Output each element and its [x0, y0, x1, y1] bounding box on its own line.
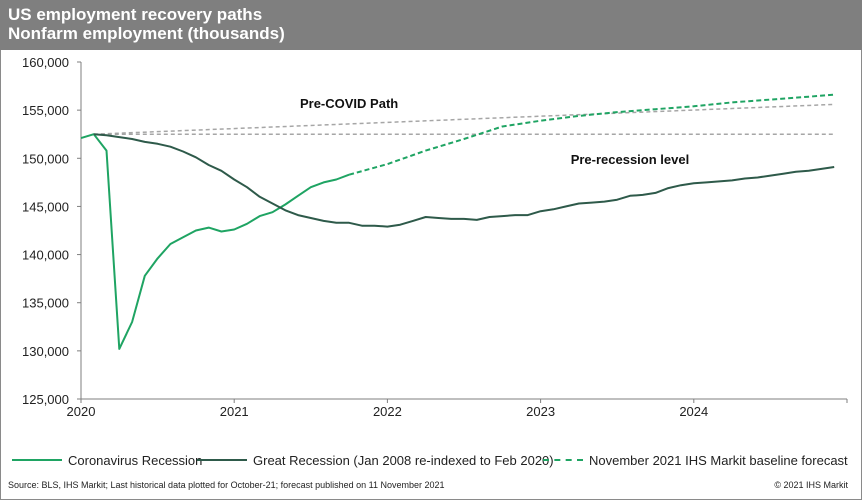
legend-item-great-recession: Great Recession (Jan 2008 re-indexed to … [197, 448, 554, 472]
coronavirus-recession-line [80, 133, 350, 350]
annotation-label: Pre-COVID Path [300, 96, 398, 111]
y-tick-label: 145,000 [22, 199, 69, 214]
title-line-2: Nonfarm employment (thousands) [8, 24, 285, 43]
y-tick-label: 160,000 [22, 55, 69, 70]
y-tick-label: 155,000 [22, 103, 69, 118]
legend-swatch-solid-dark [197, 459, 247, 461]
legend-item-coronavirus: Coronavirus Recession [12, 448, 202, 472]
pre-covid-path-line [93, 103, 835, 135]
x-tick-label: 2020 [67, 404, 96, 419]
annotations: Pre-COVID Path Pre-recession level [300, 96, 689, 167]
y-tick-label: 150,000 [22, 151, 69, 166]
title-line-1: US employment recovery paths [8, 5, 263, 24]
legend-item-forecast: November 2021 IHS Markit baseline foreca… [543, 448, 848, 472]
reference-lines [93, 103, 835, 135]
source-note: Source: BLS, IHS Markit; Last historical… [8, 480, 445, 490]
legend-swatch-solid-green [12, 459, 62, 461]
chart-title: US employment recovery paths Nonfarm emp… [8, 5, 285, 43]
x-tick-label: 2022 [373, 404, 402, 419]
annotation-label: Pre-recession level [571, 152, 690, 167]
x-tick-label: 2024 [679, 404, 708, 419]
series-lines [80, 93, 835, 350]
chart-header: US employment recovery paths Nonfarm emp… [0, 0, 862, 50]
y-tick-label: 140,000 [22, 248, 69, 263]
legend-label: November 2021 IHS Markit baseline foreca… [589, 452, 848, 468]
axes: 125,000 130,000 135,000 140,000 145,000 150,0… [22, 55, 848, 419]
forecast-line [348, 93, 835, 176]
legend: Coronavirus Recession Great Recession (J… [0, 448, 862, 472]
great-recession-line [93, 133, 835, 228]
legend-label: Great Recession (Jan 2008 re-indexed to … [253, 452, 554, 468]
y-tick-label: 130,000 [22, 344, 69, 359]
legend-label: Coronavirus Recession [68, 452, 203, 468]
x-tick-label: 2021 [220, 404, 249, 419]
y-tick-label: 135,000 [22, 296, 69, 311]
legend-swatch-dashed-green [543, 459, 583, 461]
y-tick-label: 125,000 [22, 392, 69, 407]
x-tick-label: 2023 [526, 404, 555, 419]
copyright-note: © 2021 IHS Markit [774, 480, 848, 490]
